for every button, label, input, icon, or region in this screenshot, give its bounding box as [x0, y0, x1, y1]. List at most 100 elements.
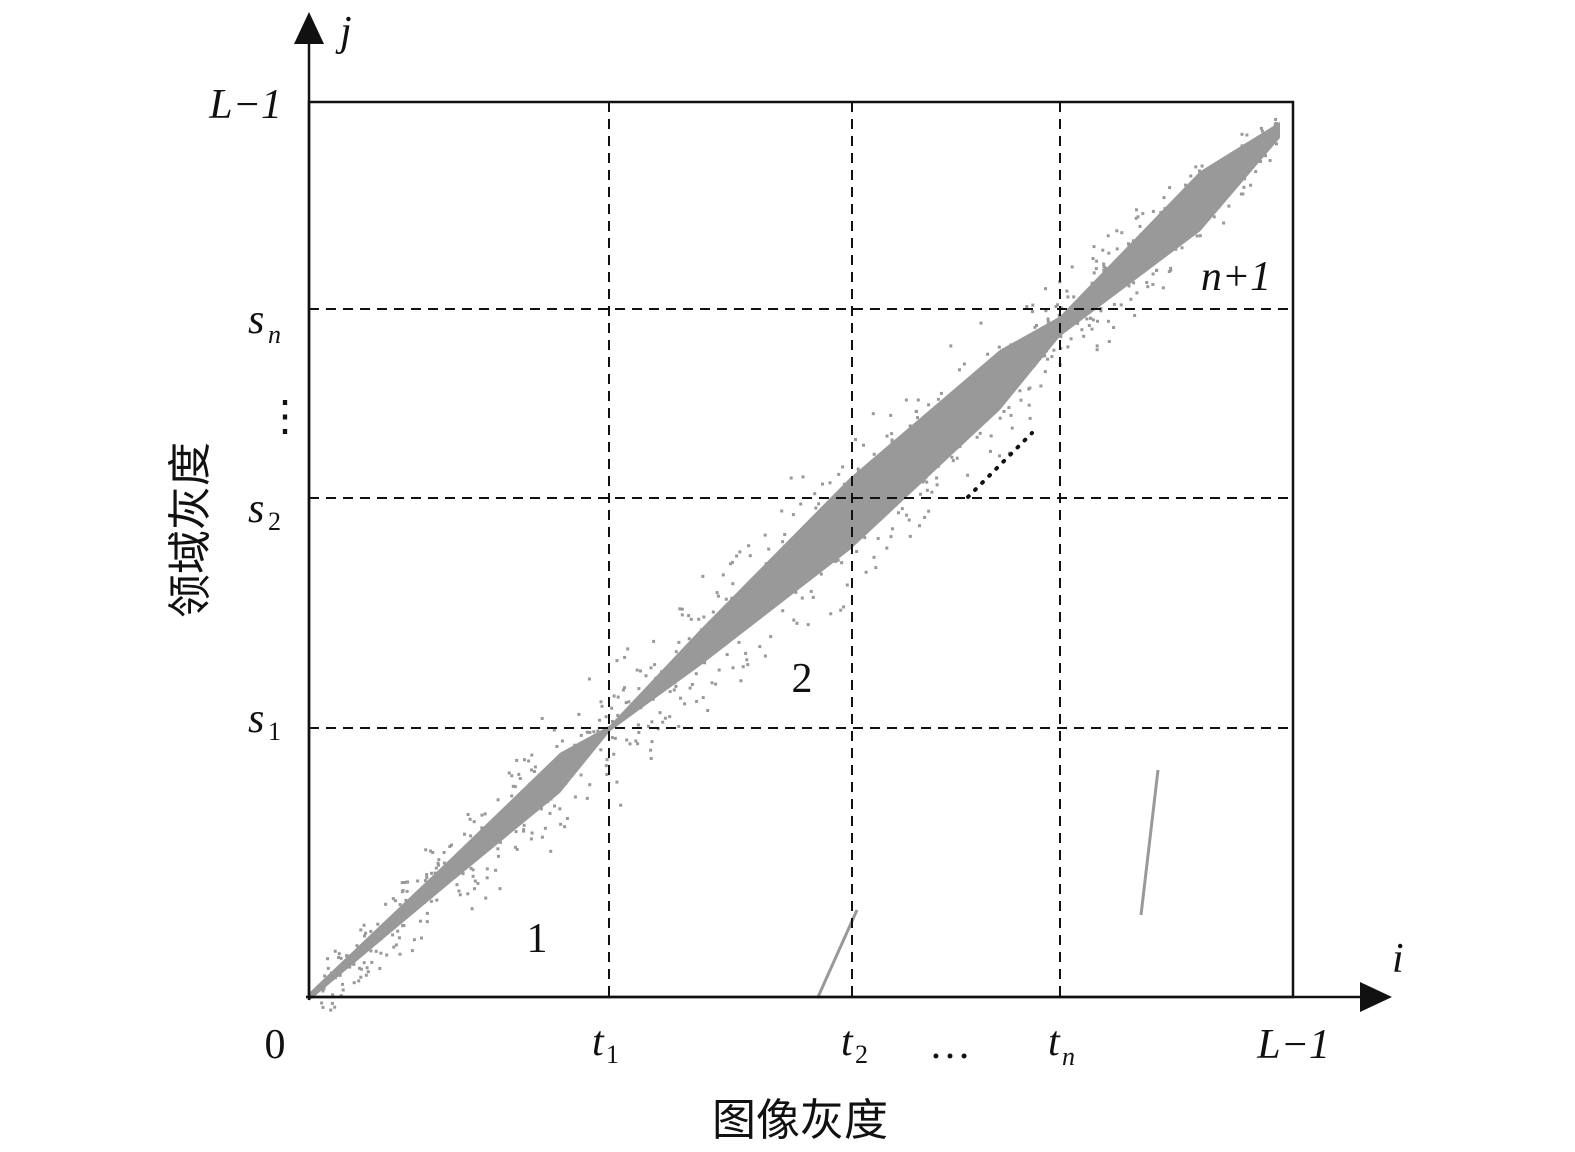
scatter-dot	[710, 647, 714, 651]
scatter-dot	[497, 828, 501, 832]
scatter-dot	[1102, 289, 1106, 293]
scatter-dot	[1117, 268, 1121, 272]
scatter-dot	[1173, 224, 1177, 228]
scatter-dot	[1151, 209, 1155, 213]
scatter-dot	[522, 828, 526, 832]
scatter-dot	[370, 935, 374, 939]
scatter-dot	[1249, 183, 1253, 187]
scatter-dot	[729, 562, 733, 566]
scatter-dot	[934, 413, 938, 417]
scatter-dot	[1059, 335, 1063, 339]
scatter-dot	[1135, 291, 1139, 295]
scatter-dot	[976, 395, 980, 399]
x-threshold: t	[592, 1019, 605, 1065]
scatter-dot	[1233, 166, 1236, 170]
scatter-dot	[861, 496, 865, 500]
scatter-dot	[1044, 349, 1048, 353]
scatter-dot	[1089, 316, 1093, 320]
scatter-dot	[1155, 268, 1159, 272]
scatter-dot	[896, 483, 900, 487]
scatter-dot	[573, 743, 577, 747]
y-threshold: s	[248, 696, 264, 742]
scatter-dot	[816, 528, 820, 532]
scatter-dot	[579, 773, 583, 777]
scatter-dot	[794, 546, 798, 550]
scatter-dot	[654, 676, 658, 680]
scatter-dot	[737, 640, 741, 644]
scatter-dot	[610, 706, 614, 710]
scatter-dot	[496, 798, 500, 802]
scatter-dot	[514, 830, 518, 834]
scatter-dot	[1092, 245, 1096, 249]
scatter-dot	[1044, 287, 1047, 291]
scatter-dot	[604, 764, 608, 768]
scatter-dot	[473, 858, 477, 862]
scatter-dot	[423, 879, 427, 883]
scatter-dot	[1120, 258, 1124, 262]
scatter-dot	[1163, 207, 1167, 211]
scatter-dot	[918, 524, 921, 528]
scatter-dot	[810, 546, 813, 550]
scatter-dot	[828, 481, 832, 485]
scatter-dot	[740, 609, 744, 613]
scatter-dot	[540, 717, 544, 720]
scatter-dot	[378, 967, 382, 970]
scatter-dot	[861, 532, 865, 535]
scatter-dot	[465, 855, 469, 859]
scatter-dot	[496, 847, 500, 851]
scatter-dot	[905, 443, 908, 447]
scatter-dot	[680, 607, 684, 611]
scatter-dot	[370, 960, 374, 964]
scatter-dot	[870, 483, 874, 486]
scatter-dot	[510, 794, 514, 798]
scatter-dot	[476, 881, 480, 885]
scatter-dot	[484, 896, 488, 900]
y-max-label: L−1	[208, 82, 282, 128]
scatter-dot	[1050, 355, 1054, 359]
scatter-dot	[878, 467, 882, 471]
scatter-dot	[636, 742, 640, 746]
scatter-dot	[780, 509, 784, 513]
scatter-dot	[555, 786, 559, 790]
scatter-dot	[588, 731, 592, 734]
scatter-dot	[374, 949, 378, 953]
scatter-dot	[1210, 210, 1214, 214]
scatter-dot	[783, 544, 787, 548]
scatter-dot	[1138, 258, 1142, 262]
scatter-dot	[610, 736, 614, 740]
scatter-dot	[352, 962, 356, 966]
scatter-dot	[1099, 301, 1103, 305]
scatter-dot	[1220, 187, 1224, 191]
scatter-dot	[425, 876, 429, 880]
scatter-dot	[721, 573, 725, 577]
scatter-dot	[694, 672, 698, 676]
scatter-dot	[917, 431, 921, 435]
scatter-dot	[1025, 305, 1029, 309]
scatter-dot	[326, 957, 330, 961]
scatter-dot	[944, 444, 948, 448]
scatter-dot	[549, 849, 553, 853]
scatter-dot	[1251, 162, 1255, 166]
scatter-dot	[519, 798, 523, 802]
scatter-dot	[321, 981, 325, 985]
scatter-dot	[939, 391, 943, 395]
scatter-dot	[337, 956, 341, 959]
scatter-dot	[845, 583, 849, 587]
stray-segment	[1139, 769, 1160, 916]
scatter-dot	[814, 506, 818, 510]
scatter-dot	[553, 771, 557, 775]
scatter-dot	[717, 630, 721, 634]
scatter-dot	[922, 478, 926, 482]
scatter-dot	[1056, 303, 1059, 307]
scatter-dot	[1246, 156, 1250, 160]
scatter-dot	[1090, 298, 1094, 302]
scatter-dot	[829, 612, 833, 616]
diagonal-ellipsis	[966, 431, 1034, 499]
scatter-dot	[984, 400, 988, 404]
scatter-dot	[1106, 269, 1110, 273]
scatter-dot	[950, 423, 954, 426]
scatter-dot	[1259, 160, 1262, 163]
scatter-dot	[1112, 326, 1116, 329]
scatter-dot	[1273, 122, 1277, 126]
scatter-dot	[1239, 192, 1243, 196]
